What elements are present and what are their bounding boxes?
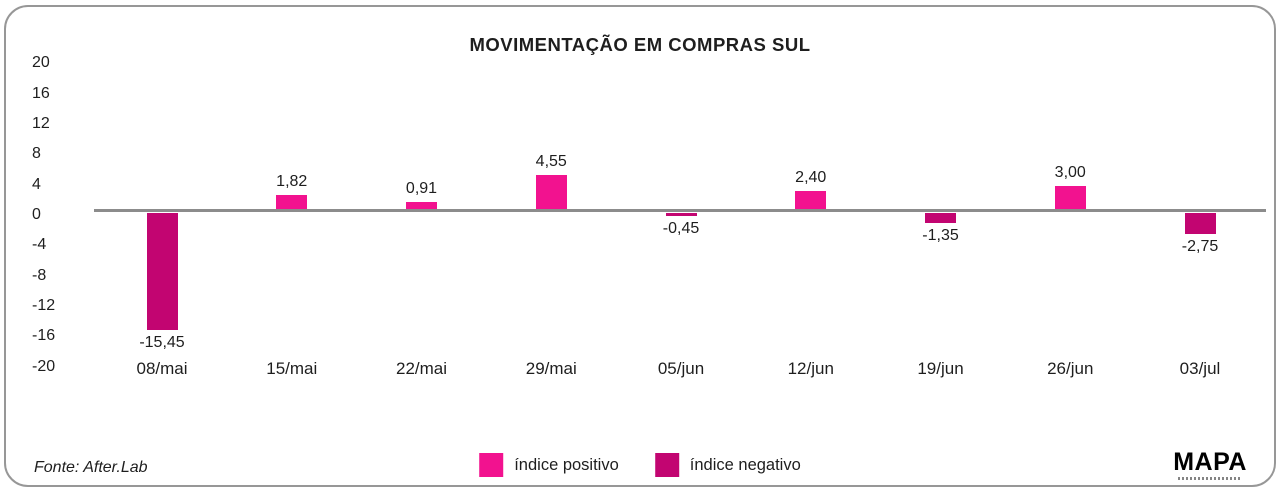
bar-positive — [1054, 186, 1086, 209]
bar-value-label: -2,75 — [1181, 237, 1219, 255]
x-axis-category-label: 05/jun — [657, 359, 705, 378]
bar-positive — [795, 190, 827, 209]
chart-card: MOVIMENTAÇÃO EM COMPRAS SUL 20 16 12 8 4 0 -4 -… — [4, 5, 1276, 487]
y-axis-tick-label: 0 — [32, 206, 41, 223]
negative-swatch-icon — [654, 453, 679, 477]
x-axis-category-label: 29/mai — [525, 359, 577, 378]
y-axis-tick-label: -4 — [32, 236, 47, 254]
y-axis-tick-label: 20 — [32, 54, 50, 72]
y-axis-tick-label: -8 — [32, 266, 47, 284]
y-axis-tick-label: -16 — [32, 327, 56, 345]
x-axis-category-label: 08/mai — [136, 359, 188, 378]
legend: índice positivo índice negativo — [479, 453, 801, 477]
bar-negative — [665, 213, 697, 217]
y-axis-tick-label: 8 — [32, 145, 41, 163]
bar-negative — [925, 213, 956, 224]
bar-value-label: 2,40 — [795, 168, 827, 186]
legend-label-negative: índice negativo — [689, 455, 801, 474]
bar-value-label: 4,55 — [535, 152, 567, 170]
x-axis-category-label: 19/jun — [917, 359, 964, 378]
zero-axis-line — [94, 209, 1266, 212]
bar-value-label: 3,00 — [1054, 164, 1086, 182]
x-axis-category-label: 15/mai — [266, 359, 318, 378]
y-axis-tick-label: 4 — [32, 175, 41, 193]
y-axis-tick-label: 12 — [32, 115, 50, 133]
bar-value-label: -1,35 — [922, 227, 959, 245]
source-note: Fonte: After.Lab — [34, 459, 148, 476]
plot-area: 20 16 12 8 4 0 -4 -8 -12 -16 -20 -15,45 08/mai 1,82 15… — [6, 7, 1274, 485]
mapa-logo: MAPA — [1173, 450, 1247, 480]
bar-value-label: 0,91 — [405, 180, 438, 198]
mapa-logo-tagline — [1178, 477, 1243, 480]
bar-value-label: -15,45 — [139, 334, 185, 352]
legend-item-negative: índice negativo — [654, 453, 801, 477]
x-axis-category-label: 26/jun — [1047, 359, 1094, 378]
bar-negative — [1184, 213, 1216, 234]
x-axis-category-label: 12/jun — [787, 359, 834, 378]
y-axis-tick-label: 16 — [32, 84, 50, 102]
bar-negative — [146, 213, 178, 331]
chart-title: MOVIMENTAÇÃO EM COMPRAS SUL — [469, 34, 811, 55]
bar-value-label: -0,45 — [662, 220, 700, 238]
legend-label-positive: índice positivo — [514, 455, 619, 474]
bar-positive — [276, 195, 308, 209]
bar-value-label: 1,82 — [276, 173, 308, 191]
bar-positive — [535, 174, 567, 209]
legend-item-positive: índice positivo — [479, 453, 619, 477]
mapa-logo-text: MAPA — [1173, 448, 1247, 476]
positive-swatch-icon — [479, 453, 504, 477]
y-axis-tick-label: -12 — [32, 296, 56, 314]
x-axis-category-label: 03/jul — [1179, 359, 1221, 378]
bar-positive — [406, 202, 437, 209]
x-axis-category-label: 22/mai — [395, 359, 448, 378]
y-axis-tick-label: -20 — [32, 357, 56, 375]
